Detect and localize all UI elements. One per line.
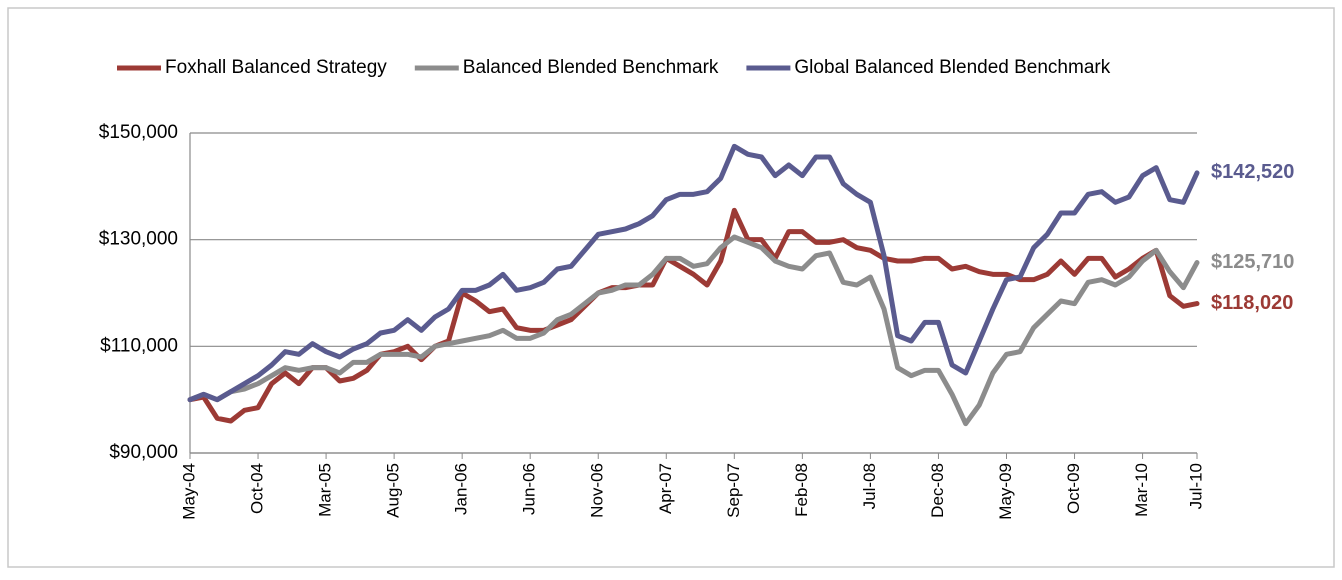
x-tick-label: Mar-05: [316, 463, 335, 517]
x-tick-label: Sep-07: [724, 463, 743, 518]
x-tick-label: Aug-05: [384, 463, 403, 518]
y-tick-label: $110,000: [100, 335, 178, 356]
x-tick-label: Feb-08: [792, 463, 811, 517]
legend-label: Balanced Blended Benchmark: [463, 57, 719, 78]
x-tick-label: Apr-07: [656, 463, 675, 514]
x-tick-label: Nov-06: [588, 463, 607, 518]
legend-label: Foxhall Balanced Strategy: [165, 57, 387, 78]
x-tick-label: Oct-04: [248, 463, 267, 514]
x-tick-label: Jun-06: [520, 463, 539, 515]
end-label: $125,710: [1211, 251, 1294, 273]
x-tick-label: Mar-10: [1132, 463, 1151, 517]
series-line: [187, 207, 1200, 424]
y-tick-label: $90,000: [109, 442, 178, 463]
series-line: [187, 143, 1200, 403]
y-tick-label: $150,000: [99, 122, 178, 143]
legend-label: Global Balanced Blended Benchmark: [794, 57, 1110, 78]
x-tick-label: Jul-10: [1186, 463, 1205, 509]
x-tick-label: May-04: [179, 463, 198, 520]
end-label: $118,020: [1211, 292, 1293, 314]
x-tick-label: May-09: [996, 463, 1015, 520]
x-tick-label: Dec-08: [928, 463, 947, 518]
end-label: $142,520: [1211, 161, 1294, 183]
y-tick-label: $130,000: [99, 229, 178, 250]
chart-border: [7, 7, 1335, 568]
x-tick-label: Jan-06: [452, 463, 471, 515]
x-tick-label: Jul-08: [860, 463, 879, 509]
x-tick-label: Oct-09: [1064, 463, 1083, 514]
series-line: [187, 234, 1200, 427]
